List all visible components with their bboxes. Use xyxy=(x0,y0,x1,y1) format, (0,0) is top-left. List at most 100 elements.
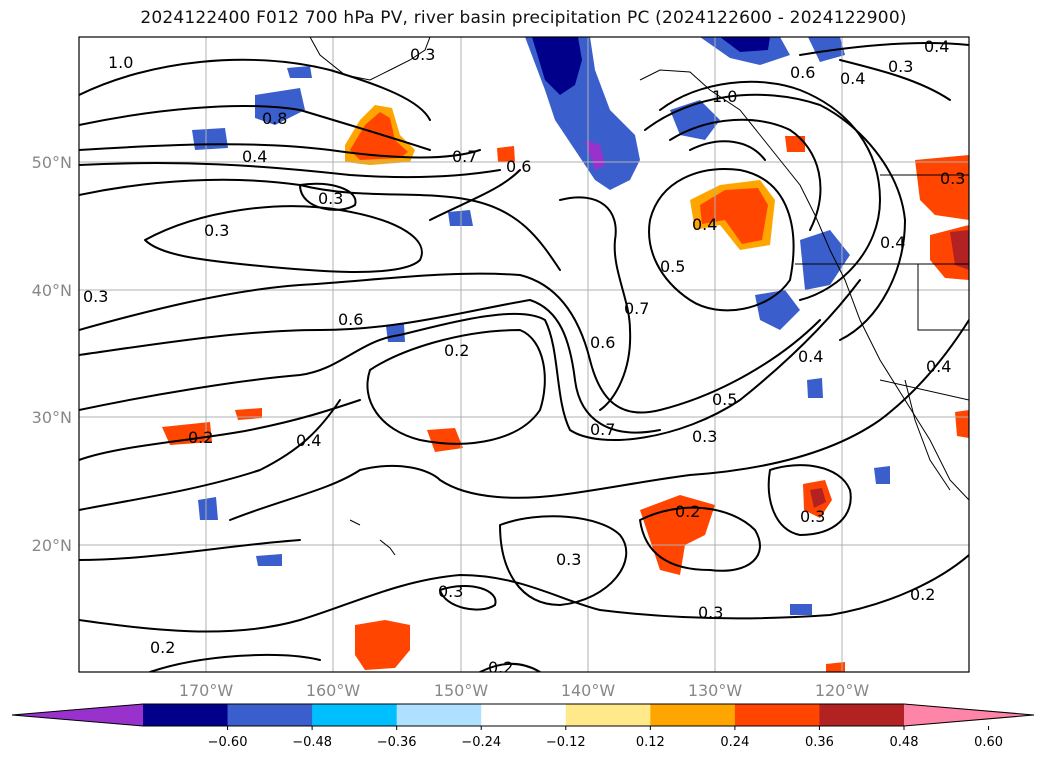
negative-region-core xyxy=(532,37,582,95)
negative-region xyxy=(287,66,312,78)
contour-label: 0.6 xyxy=(790,63,815,82)
pv-contours xyxy=(79,42,969,672)
contour-label: 0.5 xyxy=(660,257,685,276)
colorbar-segment xyxy=(312,704,398,726)
negative-region xyxy=(256,554,282,566)
negative-region xyxy=(192,128,228,150)
colorbar-segment xyxy=(227,704,313,726)
contour-label: 0.7 xyxy=(452,147,477,166)
positive-region-core xyxy=(350,112,408,160)
contour-label: 0.6 xyxy=(590,333,615,352)
contour-label: 0.4 xyxy=(242,147,267,166)
positive-region xyxy=(427,428,463,452)
coastlines xyxy=(309,37,969,556)
negative-region xyxy=(790,604,812,615)
contour-label: 0.2 xyxy=(488,658,513,677)
colorbar-tick-label: 0.12 xyxy=(636,735,665,750)
colorbar-tick-label: −0.24 xyxy=(461,735,501,750)
positive-region xyxy=(785,136,805,152)
negative-region xyxy=(807,378,823,398)
negative-region-core xyxy=(720,37,770,52)
contour-label: 0.3 xyxy=(83,287,108,306)
colorbar-segment xyxy=(904,704,1034,726)
lon-label: 130°W xyxy=(688,681,743,700)
contour-label: 0.2 xyxy=(444,341,469,360)
positive-region xyxy=(915,155,969,220)
negative-region xyxy=(198,497,218,520)
colorbar-tick-label: 0.60 xyxy=(974,735,1003,750)
colorbar-tick-label: −0.60 xyxy=(208,735,248,750)
contour-label: 0.3 xyxy=(318,189,343,208)
contour-label: 0.7 xyxy=(590,420,615,439)
contour-label: 0.3 xyxy=(698,603,723,622)
positive-region xyxy=(235,408,262,420)
colorbar-segment xyxy=(819,704,905,726)
contour-label: 0.3 xyxy=(204,221,229,240)
contour-label: 0.6 xyxy=(338,310,363,329)
contour-label: 0.3 xyxy=(438,582,463,601)
contour-label: 0.4 xyxy=(924,37,949,56)
contour-label: 0.4 xyxy=(296,431,321,450)
contour-label: 0.4 xyxy=(926,357,951,376)
negative-region xyxy=(800,230,850,290)
lon-label: 170°W xyxy=(179,681,234,700)
lon-label: 150°W xyxy=(434,681,489,700)
contour-label: 0.4 xyxy=(692,215,717,234)
contour-label: 0.3 xyxy=(692,427,717,446)
contour-label: 0.3 xyxy=(888,57,913,76)
contour-label: 0.4 xyxy=(880,233,905,252)
colorbar-segment xyxy=(481,704,567,726)
map-area: 1.0 0.8 0.4 0.7 0.3 0.3 0.6 0.2 0.4 0.2 … xyxy=(79,37,969,677)
lon-label: 140°W xyxy=(561,681,616,700)
contour-label: 0.4 xyxy=(798,347,823,366)
contour-label: 1.0 xyxy=(712,87,737,106)
positive-region xyxy=(826,662,845,672)
lon-label: 120°W xyxy=(815,681,870,700)
colorbar-tick-label: 0.48 xyxy=(890,735,919,750)
positive-region xyxy=(955,410,969,438)
contour-label: 0.4 xyxy=(840,69,865,88)
positive-region xyxy=(162,422,212,445)
contour-label: 0.2 xyxy=(675,502,700,521)
positive-region xyxy=(355,620,410,670)
latitude-labels: 50°N 40°N 30°N 20°N xyxy=(32,153,72,555)
contour-label: 0.2 xyxy=(150,638,175,657)
map-title: 2024122400 F012 700 hPa PV, river basin … xyxy=(140,8,907,28)
longitude-labels: 170°W 160°W 150°W 140°W 130°W 120°W xyxy=(179,681,870,700)
map-frame xyxy=(78,36,970,673)
lat-label: 30°N xyxy=(32,408,72,427)
colorbar-segment xyxy=(12,704,143,726)
colorbar-segment xyxy=(565,704,651,726)
positive-region-core xyxy=(950,230,969,270)
contour-label: 0.3 xyxy=(410,45,435,64)
contour-label: 0.5 xyxy=(712,390,737,409)
shading-layer xyxy=(162,37,969,672)
colorbar-tick-label: −0.12 xyxy=(546,735,586,750)
positive-region-core xyxy=(700,188,768,244)
negative-region xyxy=(386,324,405,342)
colorbar-segment xyxy=(734,704,820,726)
contour-label: 1.0 xyxy=(108,53,133,72)
contour-label: 0.8 xyxy=(262,109,287,128)
contour-label: 0.7 xyxy=(624,299,649,318)
negative-region xyxy=(670,100,720,140)
negative-region xyxy=(808,37,845,62)
colorbar-tick-label: 0.36 xyxy=(805,735,834,750)
lat-label: 40°N xyxy=(32,281,72,300)
positive-region-core xyxy=(810,488,826,508)
colorbar-segment xyxy=(650,704,736,726)
colorbar-outline xyxy=(11,703,1035,727)
colorbar-tick-label: −0.36 xyxy=(377,735,417,750)
contour-label: 0.3 xyxy=(800,507,825,526)
contour-labels: 1.0 0.8 0.4 0.7 0.3 0.3 0.6 0.2 0.4 0.2 … xyxy=(83,37,965,677)
colorbar-segment xyxy=(143,704,229,726)
lat-label: 20°N xyxy=(32,536,72,555)
contour-label: 0.2 xyxy=(910,585,935,604)
contour-label: 0.2 xyxy=(188,428,213,447)
colorbar-tick-label: 0.24 xyxy=(720,735,749,750)
colorbar-segment xyxy=(396,704,482,726)
colorbar-tick-label: −0.48 xyxy=(292,735,332,750)
contour-label: 0.6 xyxy=(506,157,531,176)
contour-label: 0.3 xyxy=(556,550,581,569)
